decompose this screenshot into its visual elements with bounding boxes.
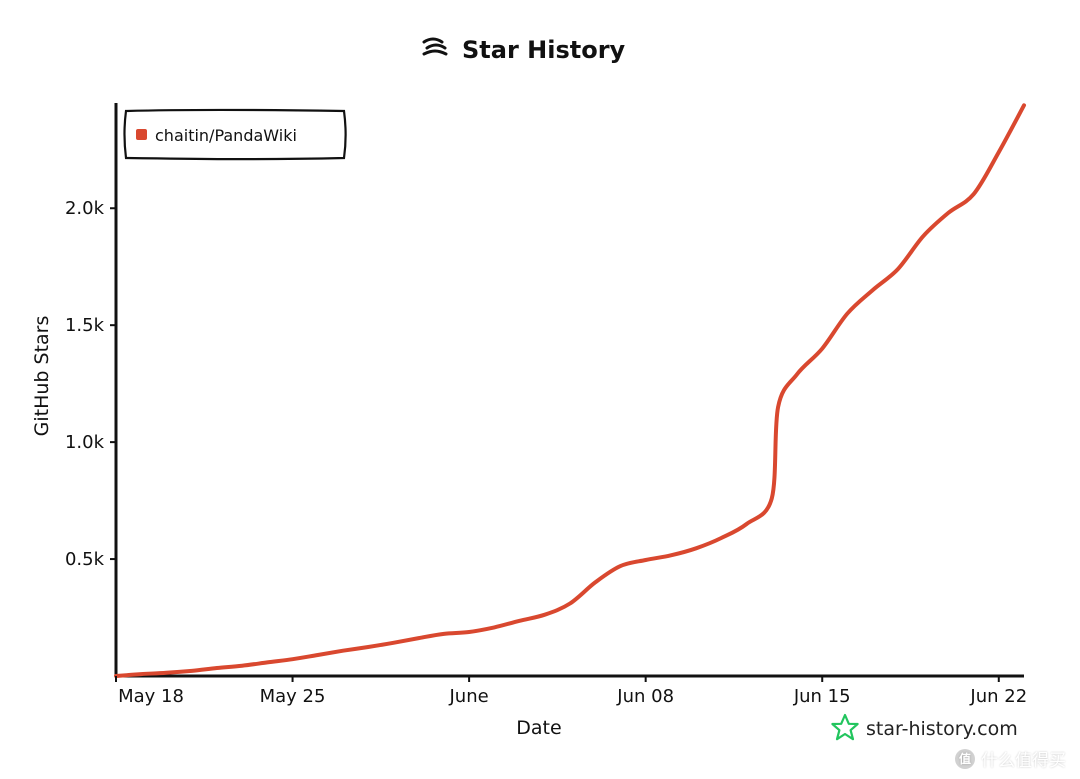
x-tick-label: Jun 15 (793, 686, 851, 707)
x-tick-label: Jun 22 (969, 686, 1027, 707)
y-axis-label: GitHub Stars (31, 316, 53, 437)
x-tick-label: June (449, 686, 489, 707)
y-tick-label: 2.0k (65, 198, 105, 219)
watermark: star-history.com (831, 713, 1018, 741)
series-layer (114, 103, 1026, 678)
axes (114, 102, 1025, 678)
y-tick-label: 1.5k (65, 315, 105, 336)
x-axis-line (115, 674, 1025, 678)
legend-swatch (136, 129, 147, 140)
x-tick-label: May 18 (118, 686, 184, 707)
y-axis-line (114, 102, 118, 677)
series-line (114, 103, 1026, 678)
smzdm-text: 什么值得买 (981, 751, 1066, 771)
legend-label: chaitin/PandaWiki (155, 126, 297, 145)
smzdm-watermark: 值 什么值得买 (955, 746, 1066, 771)
x-tick-label: May 25 (260, 686, 326, 707)
ticks-layer: May 18 May 25 June Jun 08 Jun 15 Jun 22 0.5k 1.… (65, 198, 1027, 707)
chart-title-group: Star History (422, 36, 626, 64)
legend-box (123, 108, 347, 161)
legend: chaitin/PandaWiki (123, 108, 347, 161)
chart-title: Star History (462, 36, 626, 64)
star-outline-icon (831, 713, 859, 741)
x-axis-label: Date (516, 717, 561, 739)
smzdm-badge: 值 (955, 748, 975, 769)
y-tick-label: 0.5k (65, 549, 105, 570)
x-tick-label: Jun 08 (616, 686, 674, 707)
watermark-text: star-history.com (866, 718, 1018, 740)
star-history-logo-icon (422, 37, 448, 56)
y-tick-label: 1.0k (65, 432, 105, 453)
